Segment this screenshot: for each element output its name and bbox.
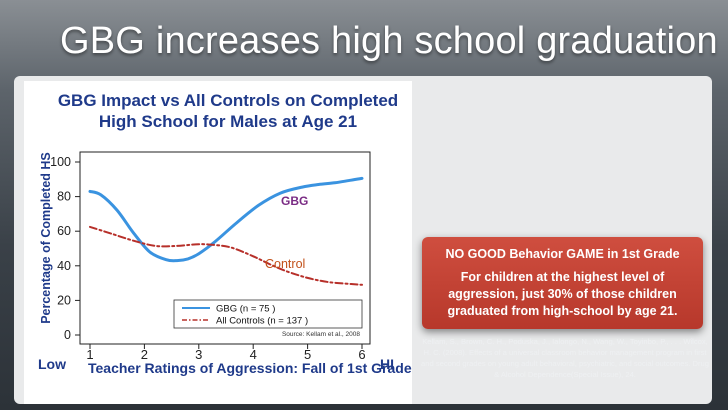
series-line-control [89, 225, 363, 286]
series-line-gbg [88, 176, 364, 263]
y-tick-label: 80 [57, 190, 71, 204]
legend-label-control: All Controls (n = 137 ) [216, 316, 308, 327]
x-axis-high-label: HI [380, 356, 394, 372]
y-tick-label: 20 [57, 293, 71, 307]
chart-title-line-1: GBG Impact vs All Controls on Completed [57, 91, 399, 110]
x-axis-low-label: Low [38, 356, 66, 372]
source-note: Source: Kellam et al., 2008 [282, 331, 360, 338]
legend-label-gbg: GBG (n = 75 ) [216, 304, 275, 315]
x-tick-label: 3 [195, 347, 202, 362]
info-box-body: For children at the highest level of agg… [447, 270, 678, 318]
x-axis-label: Teacher Ratings of Aggression: Fall of 1… [88, 360, 412, 376]
x-tick-label: 1 [86, 347, 93, 362]
x-tick-label: 5 [304, 347, 311, 362]
x-tick-label: 4 [250, 347, 257, 362]
x-tick-label: 2 [141, 347, 148, 362]
y-tick-label: 40 [57, 259, 71, 273]
annotation-gbg: GBG [281, 194, 308, 208]
annotation-control: Control [265, 257, 305, 271]
legend-box [173, 299, 363, 329]
slide-title: GBG increases high school graduation [60, 20, 718, 62]
plot-frame [79, 151, 371, 345]
chart-title: GBG Impact vs All Controls on Completed … [38, 90, 418, 132]
y-tick-label: 60 [57, 224, 71, 238]
chart-title-line-2: High School for Males at Age 21 [98, 112, 358, 131]
citation-text: Kellam, S., Brown, C. H., Poduska, J., I… [421, 337, 709, 379]
chart-area [24, 81, 412, 404]
y-tick-label: 100 [50, 155, 71, 169]
x-tick-label: 6 [358, 347, 365, 362]
info-box-heading: NO GOOD Behavior GAME in 1st Grade [445, 247, 680, 261]
info-callout-box: NO GOOD Behavior GAME in 1st Grade For c… [422, 237, 703, 329]
y-tick-label: 0 [64, 328, 71, 342]
